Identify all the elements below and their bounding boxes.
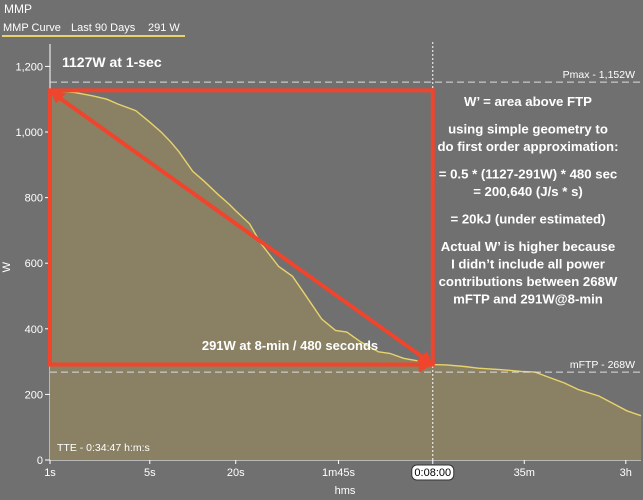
y-axis-label: W — [1, 261, 13, 272]
annotation-diagonal — [54, 93, 426, 361]
annotation-rectangle — [48, 88, 435, 367]
y-tick-label-5: 1,000 — [15, 127, 43, 139]
explanation-line-12: contributions between 268W — [439, 274, 618, 289]
explanation-line-8: = 20kJ (under estimated) — [450, 212, 605, 227]
x-tick-label-4: 0:08:00 — [414, 467, 451, 479]
tab-bar: MMP Curve Last 90 Days 291 W — [0, 20, 643, 38]
x-tick-label-2: 20s — [227, 467, 245, 479]
y-tick-label-3: 600 — [25, 258, 43, 270]
active-tab-underline — [2, 35, 185, 37]
x-tick-highlight-box — [411, 464, 455, 481]
y-tick-label-0: 0 — [37, 455, 43, 467]
ref-line-label-1: mFTP - 268W — [570, 359, 635, 371]
series-area — [50, 90, 641, 461]
x-tick-label-3: 1m45s — [322, 467, 356, 479]
y-tick-label-2: 400 — [25, 324, 43, 336]
y-tick-label-6: 1,200 — [15, 61, 43, 73]
annotation-arrowhead-start — [50, 90, 66, 104]
explanation-line-6: = 200,640 (J/s * s) — [473, 184, 583, 199]
explanation-line-11: I didn’t include all power — [451, 257, 605, 272]
explanation-line-2: using simple geometry to — [448, 122, 608, 137]
explanation-line-13: mFTP and 291W@8-min — [453, 292, 603, 307]
x-axis-label: hms — [335, 485, 356, 497]
x-tick-label-6: 3h — [620, 467, 632, 479]
x-tick-label-0: 1s — [44, 467, 56, 479]
y-tick-label-1: 200 — [25, 389, 43, 401]
tab-period[interactable]: Last 90 Days — [71, 22, 136, 34]
explanation-line-5: = 0.5 * (1127-291W) * 480 sec — [439, 167, 618, 182]
explanation-line-10: Actual W’ is higher because — [441, 239, 615, 254]
annotation-8min-label: 291W at 8-min / 480 seconds — [202, 338, 378, 353]
tte-label: TTE - 0:34:47 h:m:s — [57, 442, 150, 454]
explanation-line-0: W’ = area above FTP — [464, 94, 592, 109]
x-tick-label-1: 5s — [144, 467, 156, 479]
tab-ftp[interactable]: 291 W — [148, 22, 180, 34]
y-tick-label-4: 800 — [25, 193, 43, 205]
x-tick-label-5: 35m — [514, 467, 535, 479]
ref-line-label-0: Pmax - 1,152W — [563, 69, 635, 81]
annotation-peak-label: 1127W at 1-sec — [62, 54, 162, 70]
explanation-line-3: do first order approximation: — [438, 139, 619, 154]
tab-mmp-curve[interactable]: MMP Curve — [3, 22, 61, 34]
series-line — [49, 89, 642, 417]
annotation-arrowhead-bottom — [418, 356, 433, 373]
app-title: MMP — [4, 2, 32, 16]
